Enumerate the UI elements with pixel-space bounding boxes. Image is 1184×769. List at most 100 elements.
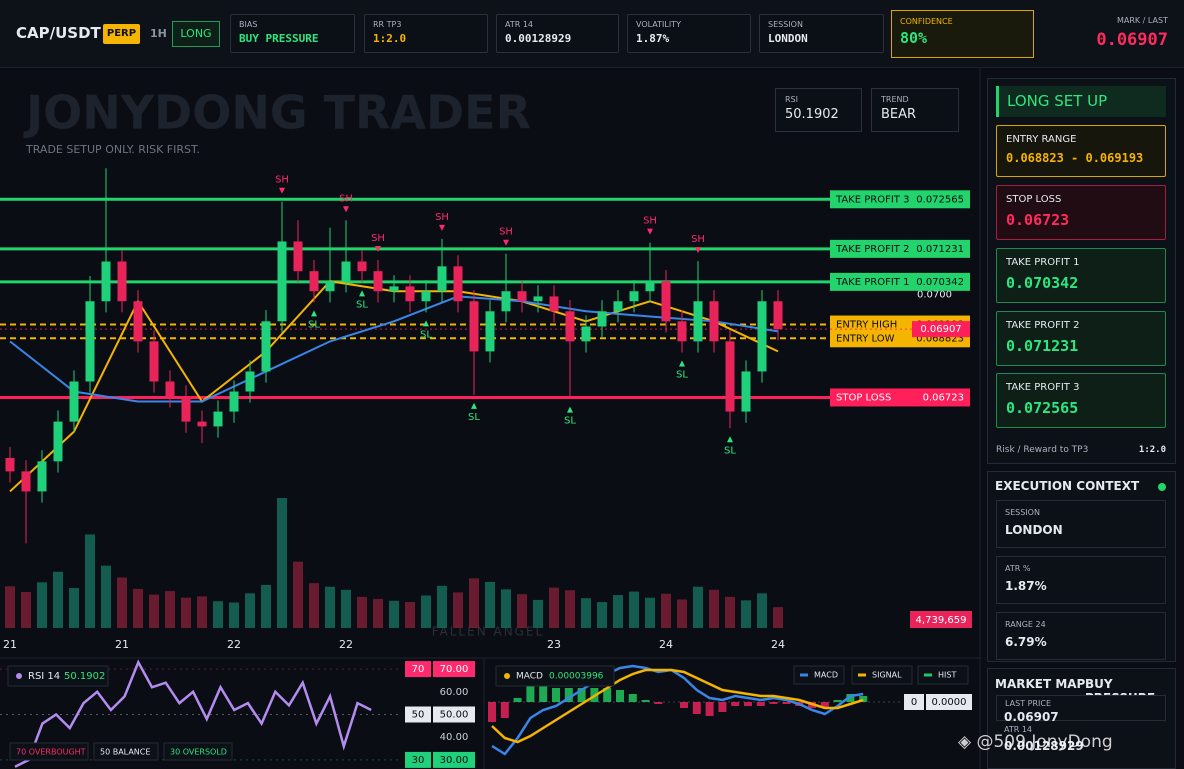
direction-badge: LONG — [172, 21, 220, 47]
last-price-box — [912, 321, 970, 338]
rsi-legend-box — [9, 742, 89, 761]
tp-card: TAKE PROFIT 1 0.070342 — [996, 248, 1166, 303]
x-tick-label: 22 — [339, 638, 353, 651]
rsi-box-label: RSI — [785, 95, 798, 104]
entry-card: ENTRY RANGE 0.068823 - 0.069193 — [996, 125, 1166, 177]
hist-bar — [744, 702, 752, 706]
marker-label: SL — [564, 416, 576, 427]
symbol: CAP/USDT — [16, 24, 101, 42]
candle-body — [693, 301, 703, 342]
rsi-title: RSI 14 — [28, 671, 60, 682]
volume-bar — [37, 582, 47, 628]
hist-bar — [718, 702, 727, 712]
volume-bar — [613, 595, 623, 628]
stat-box: VOLATILITY 1.87% — [627, 14, 751, 53]
rsi-legend-box — [93, 742, 159, 761]
rsi-level: 70 — [412, 664, 425, 675]
stat-label: VOLATILITY — [636, 20, 681, 29]
candle-body — [197, 421, 207, 427]
stop-value: 0.06723 — [1006, 211, 1070, 229]
rsi-line — [14, 659, 372, 768]
candle-body — [613, 301, 623, 312]
timeframe[interactable]: 1H — [150, 27, 167, 40]
stat-value: BUY PRESSURE — [239, 32, 319, 45]
marker-label: SL — [676, 370, 688, 381]
context-box: SESSION LONDON — [996, 500, 1166, 548]
candle-body — [181, 396, 191, 422]
candle-body — [709, 301, 719, 342]
stat-box: ATR 14 0.00128929 — [496, 14, 619, 53]
candle-body — [421, 291, 431, 302]
marker-label: SL — [308, 319, 320, 330]
candle-body — [293, 241, 303, 272]
header: CAP/USDT PERP 1H LONG BIAS BUY PRESSURE R… — [0, 0, 1184, 68]
level-label: TAKE PROFIT 3 — [835, 194, 909, 205]
volume-label-box — [910, 611, 972, 628]
marker-arrow — [311, 310, 317, 317]
map-atr-value: 0.00128929 — [1004, 739, 1084, 753]
volume-bar — [133, 588, 143, 628]
level-box — [830, 190, 970, 209]
level-label: ENTRY HIGH — [836, 320, 897, 331]
hist-bar — [756, 702, 765, 706]
volume-bar — [293, 561, 303, 628]
tp-value: 0.071231 — [1006, 337, 1079, 355]
level-value: 0.072565 — [916, 194, 964, 205]
macd-zero-box — [904, 694, 924, 710]
volume-bar — [773, 607, 783, 628]
volume-bar — [597, 602, 607, 628]
volume-bar — [229, 602, 239, 628]
marker-arrow — [567, 406, 573, 413]
stat-label: BIAS — [239, 20, 258, 29]
candle-body — [469, 301, 479, 352]
y-tick-label: 40.00 — [440, 732, 469, 743]
y-tick-label: 0.0000 — [932, 697, 967, 708]
stat-label: ATR 14 — [505, 20, 534, 29]
hist-bar — [539, 684, 548, 702]
map-atr-label: ATR 14 — [1004, 725, 1033, 734]
volume-bar — [677, 599, 687, 628]
stop-card: STOP LOSS 0.06723 — [996, 185, 1166, 240]
marker-arrow — [343, 206, 349, 213]
map-last-price: 0.06907 — [1004, 710, 1059, 724]
marker-label: SL — [468, 412, 480, 423]
legend-box — [917, 665, 969, 685]
macd-line — [491, 668, 864, 744]
candle-body — [405, 286, 415, 302]
hist-bar — [859, 696, 868, 702]
candle-body — [757, 301, 767, 372]
marker-arrow — [375, 246, 381, 253]
entry-value: 0.068823 - 0.069193 — [1006, 151, 1144, 165]
tagline: TRADE SETUP ONLY. RISK FIRST. — [25, 143, 200, 156]
level-value: 0.068823 — [916, 333, 964, 344]
candle-body — [69, 381, 79, 422]
candle-body — [453, 266, 463, 302]
hist-bar — [846, 694, 855, 702]
candle-body — [53, 421, 63, 462]
contract-badge: PERP — [103, 24, 140, 44]
y-tick-label: 30.00 — [440, 755, 469, 766]
rsi-legend: 50 BALANCE — [100, 748, 150, 757]
marker-label: SH — [339, 193, 353, 204]
context-label: RANGE 24 — [1005, 620, 1046, 629]
marker-label: SH — [691, 234, 705, 245]
volume-bar — [549, 587, 559, 628]
confidence-value: 80% — [900, 29, 928, 47]
candle-body — [773, 301, 783, 330]
tp-label: TAKE PROFIT 3 — [1006, 382, 1080, 393]
candle-body — [213, 411, 223, 427]
volume-bar — [325, 586, 335, 628]
hist-bar — [552, 688, 560, 702]
candle-body — [325, 281, 335, 292]
volume-bar — [645, 597, 655, 628]
candle-body — [741, 371, 751, 412]
rsi-value: 50.1902 — [64, 671, 105, 682]
volume-bar — [389, 600, 399, 628]
tp-label: TAKE PROFIT 2 — [1006, 320, 1080, 331]
macd-zero: 0 — [911, 697, 917, 708]
candle-body — [581, 326, 591, 342]
volume-bar — [101, 565, 111, 628]
candle-body — [485, 311, 495, 352]
legend-box — [851, 665, 913, 685]
candle-body — [645, 281, 655, 292]
